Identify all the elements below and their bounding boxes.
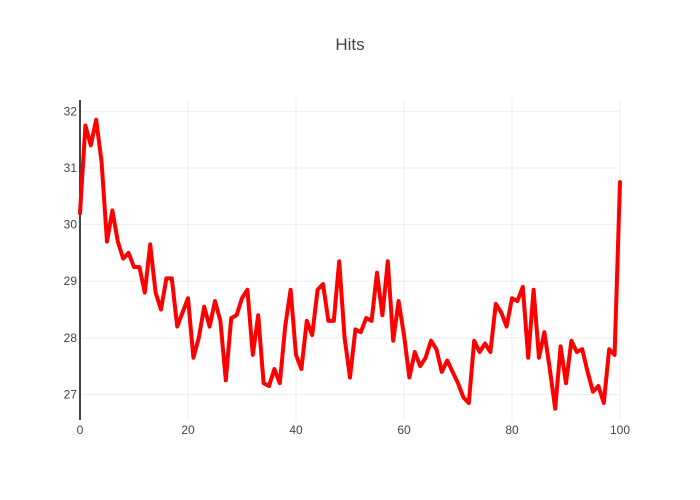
chart-title: Hits — [335, 35, 364, 54]
y-tick-label: 28 — [64, 331, 78, 345]
x-tick-label: 40 — [289, 423, 303, 437]
y-tick-label: 32 — [64, 104, 78, 118]
x-tick-label: 100 — [610, 423, 630, 437]
y-tick-label: 27 — [64, 388, 78, 402]
series-line — [78, 117, 622, 411]
x-tick-label: 60 — [397, 423, 411, 437]
tick-labels: 0 20 40 60 80 100 27 28 29 30 31 32 — [64, 104, 631, 437]
x-tick-label: 20 — [181, 423, 195, 437]
x-tick-label: 80 — [505, 423, 519, 437]
series-layer — [78, 117, 622, 411]
y-tick-label: 30 — [64, 218, 78, 232]
y-tick-label: 29 — [64, 274, 78, 288]
x-tick-label: 0 — [77, 423, 84, 437]
grid-lines — [80, 100, 621, 420]
y-tick-label: 31 — [64, 161, 78, 175]
